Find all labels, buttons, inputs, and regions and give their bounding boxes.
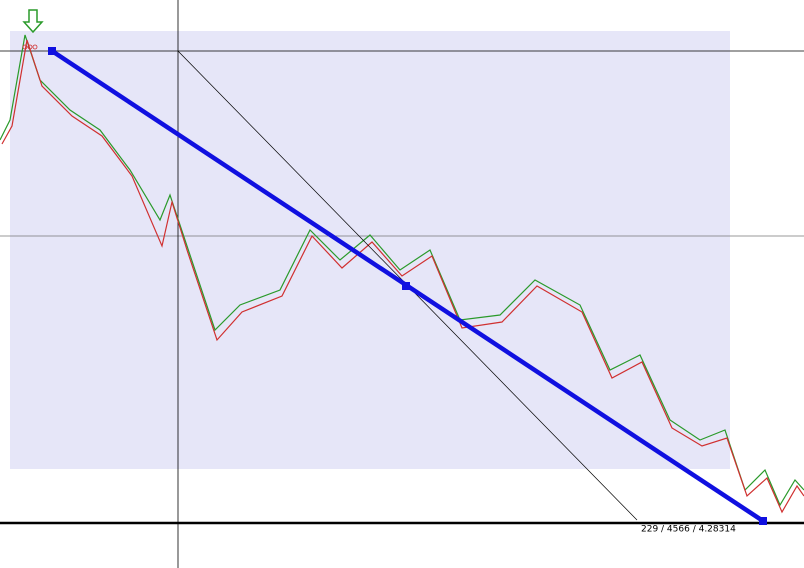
- trend-handle[interactable]: [48, 47, 56, 55]
- trend-handle[interactable]: [759, 517, 767, 525]
- price-bars-up: [0, 34, 804, 507]
- trend-handle[interactable]: [402, 282, 410, 290]
- down-arrow-icon: [22, 9, 44, 34]
- price-bars-down: [1, 39, 804, 514]
- measure-label: 229 / 4566 / 4.28314: [641, 525, 736, 535]
- marker-circles: [22, 44, 38, 50]
